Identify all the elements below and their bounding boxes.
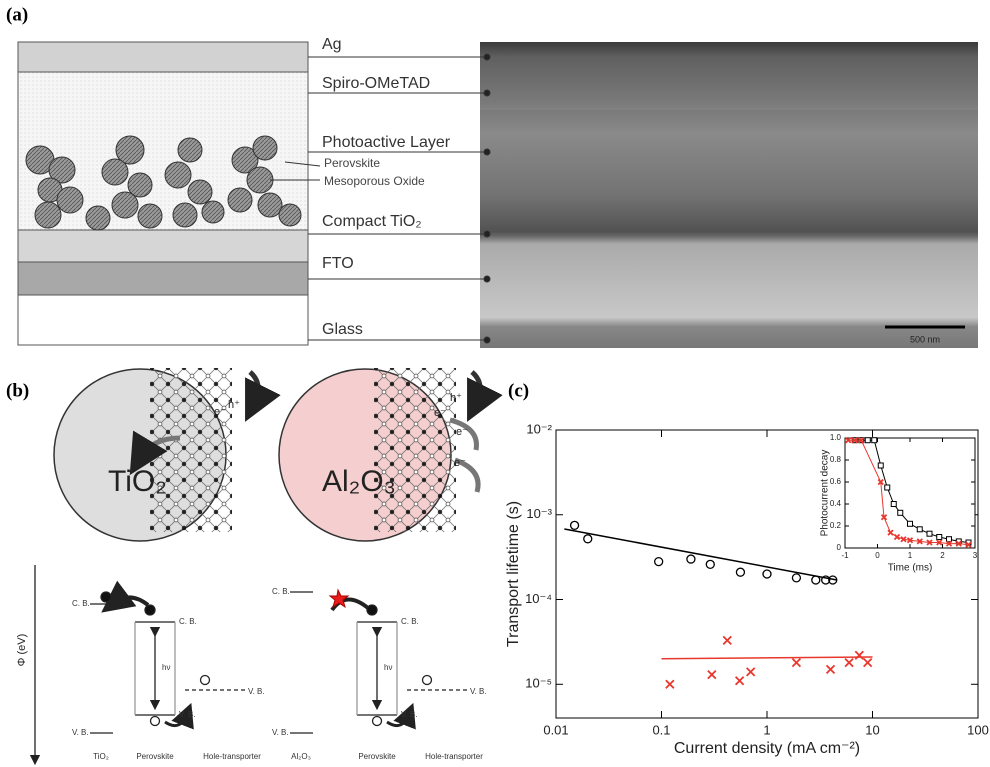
level-label: V. B.	[272, 728, 289, 737]
y-tick-label: 0.8	[830, 455, 842, 464]
energy-diagram	[35, 565, 467, 760]
level-label: C. B.	[72, 599, 90, 608]
axis-label: Φ (eV)	[16, 634, 28, 667]
data-point	[937, 535, 942, 540]
x-axis-label: Time (ms)	[888, 563, 933, 574]
carrier-label: e⁻	[214, 406, 226, 418]
material-label: Hole-transporter	[425, 752, 483, 761]
x-tick-label: 1	[908, 551, 913, 560]
data-point	[878, 463, 883, 468]
energy-labels: Φ (eV) C. B. C. B. hν V. B. V. B. V. B. …	[16, 587, 487, 761]
data-point	[885, 485, 890, 490]
layer-labels: Ag Spiro-OMeTAD Photoactive Layer Compac…	[322, 36, 451, 338]
x-tick-label: 0.1	[652, 722, 670, 737]
x-tick-label: 3	[973, 551, 978, 560]
particle-label: Al₂O₃	[322, 465, 396, 498]
x-tick-label: -1	[841, 551, 849, 560]
level-label: V. B.	[179, 710, 196, 719]
callout-label: Perovskite	[324, 156, 380, 170]
layer-label: Glass	[322, 321, 363, 338]
y-axis-label: Photocurrent decay	[820, 450, 831, 537]
x-tick-label: 0.01	[543, 722, 568, 737]
x-tick-label: 10	[865, 722, 879, 737]
data-point	[872, 438, 877, 443]
panel-label: (c)	[508, 380, 529, 401]
data-point	[917, 527, 922, 532]
material-label: Perovskite	[358, 752, 396, 761]
layer-label: Spiro-OMeTAD	[322, 75, 430, 92]
callout-label: Mesoporous Oxide	[324, 174, 425, 188]
x-tick-label: 100	[967, 722, 989, 737]
level-label: C. B.	[272, 587, 290, 596]
particle-diagram: TiO₂ Al₂O₃ e⁻ h⁺ e⁻ h⁺ e⁻ e⁻ e⁻	[54, 368, 480, 541]
y-tick-label: 0.2	[830, 521, 842, 530]
material-label: Hole-transporter	[203, 752, 261, 761]
x-tick-label: 2	[940, 551, 945, 560]
level-label: V. B.	[470, 687, 487, 696]
y-tick-label: 10⁻²	[526, 421, 552, 436]
layer-label: Compact TiO₂	[322, 213, 422, 230]
data-point	[891, 502, 896, 507]
level-label: V. B.	[72, 728, 89, 737]
sem-image: 500 nm	[480, 42, 978, 348]
y-tick-label: 10⁻⁴	[525, 591, 552, 606]
carrier-label: e⁻	[434, 407, 446, 419]
level-label: V. B.	[401, 710, 418, 719]
level-label: hν	[384, 663, 392, 672]
data-point	[908, 521, 913, 526]
y-tick-label: 0.4	[830, 499, 842, 508]
level-label: hν	[162, 663, 170, 672]
x-axis-label: Current density (mA cm⁻²)	[674, 740, 860, 757]
level-label: V. B.	[248, 687, 265, 696]
data-point	[898, 510, 903, 515]
layer-label: Photoactive Layer	[322, 134, 451, 151]
level-label: C. B.	[179, 617, 197, 626]
data-point	[927, 531, 932, 536]
level-label: C. B.	[401, 617, 419, 626]
layer-label: Ag	[322, 36, 342, 53]
material-label: Al₂O₃	[291, 752, 311, 761]
y-tick-label: 10⁻³	[526, 506, 552, 521]
y-tick-label: 0.6	[830, 477, 842, 486]
figure: (a) (b) (c) 500 nm Ag Spiro-OMeTAD Photo…	[0, 0, 990, 767]
material-label: Perovskite	[136, 752, 174, 761]
carrier-label: e⁻	[454, 457, 466, 469]
material-label: TiO₂	[93, 752, 109, 761]
data-point	[865, 438, 870, 443]
layer-label: FTO	[322, 255, 354, 272]
y-tick-label: 0	[837, 543, 842, 552]
y-tick-label: 1.0	[830, 433, 842, 442]
y-tick-label: 10⁻⁵	[525, 676, 552, 691]
panel-label: (b)	[6, 380, 29, 401]
layer-schematic	[18, 42, 308, 345]
x-tick-label: 1	[763, 722, 770, 737]
y-axis-label: Transport lifetime (s)	[505, 501, 522, 647]
carrier-label: h⁺	[228, 399, 240, 411]
carrier-label: e⁻	[456, 426, 468, 438]
particle-label: TiO₂	[108, 465, 167, 498]
plot-frame	[845, 438, 975, 548]
carrier-label: h⁺	[450, 392, 462, 404]
panel-label: (a)	[6, 4, 28, 25]
carrier-label: e⁻	[150, 449, 162, 461]
scale-bar-label: 500 nm	[910, 334, 940, 344]
x-tick-label: 0	[875, 551, 880, 560]
